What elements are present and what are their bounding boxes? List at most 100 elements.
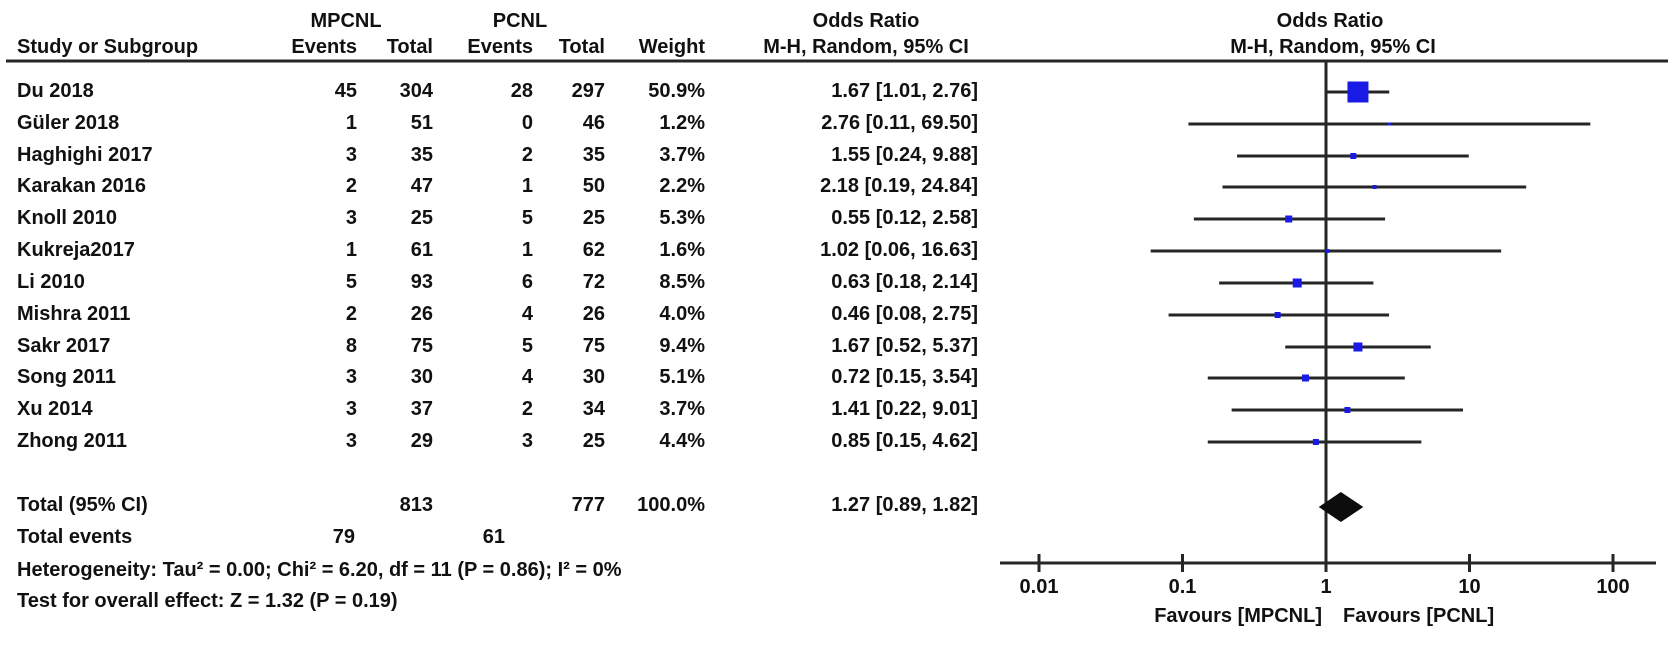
study-weight: 1.6% (659, 239, 705, 261)
study-or-ci-label: 2.76 [0.11, 69.50] (821, 112, 978, 134)
study-name: Du 2018 (17, 80, 94, 102)
odds-ratio-title-left: Odds Ratio (812, 10, 920, 32)
or-marker-square (1347, 81, 1369, 103)
total-events-label: Total events (17, 526, 133, 548)
or-marker-square (1387, 122, 1391, 126)
study-name: Xu 2014 (17, 398, 93, 420)
study-events-pcnl: 6 (521, 271, 533, 293)
study-total-pcnl: 50 (582, 175, 605, 197)
total-or-label: 1.27 [0.89, 1.82] (831, 494, 978, 516)
study-name: Güler 2018 (17, 112, 120, 134)
study-weight: 5.3% (659, 207, 705, 229)
study-events-pcnl: 5 (521, 207, 533, 229)
study-events-mpcnl: 3 (345, 430, 357, 452)
col-header-total-mpcnl: Total (386, 36, 433, 58)
study-total-mpcnl: 61 (410, 239, 433, 261)
study-total-pcnl: 72 (582, 271, 605, 293)
col-header-events-mpcnl: Events (291, 36, 357, 58)
study-or-ci-label: 1.67 [0.52, 5.37] (831, 335, 978, 357)
study-total-mpcnl: 51 (410, 112, 433, 134)
study-events-pcnl: 28 (510, 80, 533, 102)
study-events-pcnl: 4 (521, 303, 533, 325)
study-name: Sakr 2017 (17, 335, 111, 357)
study-name: Song 2011 (17, 366, 116, 388)
axis-tick-label: 0.1 (1168, 576, 1197, 598)
col-header-mh-right: M-H, Random, 95% CI (1230, 36, 1436, 58)
study-total-pcnl: 25 (582, 430, 605, 452)
study-total-mpcnl: 47 (410, 175, 433, 197)
study-events-mpcnl: 1 (345, 112, 357, 134)
study-weight: 3.7% (659, 398, 705, 420)
heterogeneity-text: Heterogeneity: Tau² = 0.00; Chi² = 6.20,… (17, 559, 622, 581)
study-weight: 5.1% (659, 366, 705, 388)
study-name: Haghighi 2017 (17, 144, 153, 166)
study-total-mpcnl: 35 (410, 144, 433, 166)
study-name: Karakan 2016 (17, 175, 146, 197)
study-total-mpcnl: 30 (410, 366, 433, 388)
study-events-mpcnl: 45 (334, 80, 357, 102)
overall-effect-text: Test for overall effect: Z = 1.32 (P = 0… (17, 590, 398, 612)
study-events-mpcnl: 8 (345, 335, 357, 357)
study-or-ci-label: 1.41 [0.22, 9.01] (831, 398, 978, 420)
study-total-mpcnl: 304 (399, 80, 433, 102)
study-events-mpcnl: 2 (345, 303, 357, 325)
study-or-ci-label: 0.55 [0.12, 2.58] (831, 207, 978, 229)
study-events-pcnl: 1 (521, 175, 533, 197)
study-name: Mishra 2011 (17, 303, 131, 325)
group-header-mpcnl: MPCNL (310, 10, 382, 32)
axis-tick-label: 10 (1458, 576, 1481, 598)
axis-tick-label: 1 (1320, 576, 1332, 598)
or-marker-square (1312, 439, 1319, 445)
favours-left-label: Favours [MPCNL] (1154, 605, 1322, 627)
group-header-pcnl: PCNL (492, 10, 548, 32)
study-or-ci-label: 0.85 [0.15, 4.62] (831, 430, 978, 452)
study-total-mpcnl: 26 (410, 303, 433, 325)
study-events-mpcnl: 3 (345, 398, 357, 420)
study-name: Kukreja2017 (17, 239, 135, 261)
col-header-total-pcnl: Total (558, 36, 605, 58)
study-total-pcnl: 34 (582, 398, 605, 420)
study-events-pcnl: 1 (521, 239, 533, 261)
or-marker-square (1353, 342, 1363, 352)
study-total-pcnl: 26 (582, 303, 605, 325)
study-events-pcnl: 5 (521, 335, 533, 357)
study-name: Knoll 2010 (17, 207, 118, 229)
study-events-mpcnl: 2 (345, 175, 357, 197)
study-weight: 8.5% (659, 271, 705, 293)
or-marker-square (1274, 312, 1281, 318)
or-marker-square (1292, 278, 1302, 288)
col-header-weight: Weight (638, 36, 705, 58)
study-events-pcnl: 3 (521, 430, 533, 452)
study-or-ci-label: 1.67 [1.01, 2.76] (831, 80, 978, 102)
study-events-mpcnl: 5 (345, 271, 357, 293)
study-events-pcnl: 2 (521, 144, 533, 166)
or-marker-square (1325, 249, 1330, 253)
study-weight: 9.4% (659, 335, 705, 357)
study-or-ci-label: 1.55 [0.24, 9.88] (831, 144, 978, 166)
total-weight: 100.0% (637, 494, 705, 516)
study-events-pcnl: 0 (521, 112, 533, 134)
study-weight: 4.4% (659, 430, 705, 452)
or-marker-square (1285, 215, 1293, 223)
study-total-pcnl: 75 (582, 335, 605, 357)
study-name: Zhong 2011 (17, 430, 128, 452)
study-total-pcnl: 35 (582, 144, 605, 166)
axis-tick-label: 100 (1596, 576, 1630, 598)
or-marker-square (1372, 185, 1377, 189)
total-events-mpcnl: 79 (332, 526, 355, 548)
study-total-pcnl: 30 (582, 366, 605, 388)
study-weight: 4.0% (659, 303, 705, 325)
col-header-events-pcnl: Events (467, 36, 533, 58)
study-or-ci-label: 2.18 [0.19, 24.84] (820, 175, 978, 197)
study-or-ci-label: 1.02 [0.06, 16.63] (820, 239, 978, 261)
col-header-study: Study or Subgroup (17, 36, 199, 58)
study-total-pcnl: 46 (582, 112, 605, 134)
study-events-mpcnl: 3 (345, 207, 357, 229)
study-or-ci-label: 0.46 [0.08, 2.75] (831, 303, 978, 325)
study-events-pcnl: 4 (521, 366, 533, 388)
study-total-pcnl: 62 (582, 239, 605, 261)
total-mpcnl-total: 813 (399, 494, 433, 516)
axis-tick-label: 0.01 (1019, 576, 1059, 598)
